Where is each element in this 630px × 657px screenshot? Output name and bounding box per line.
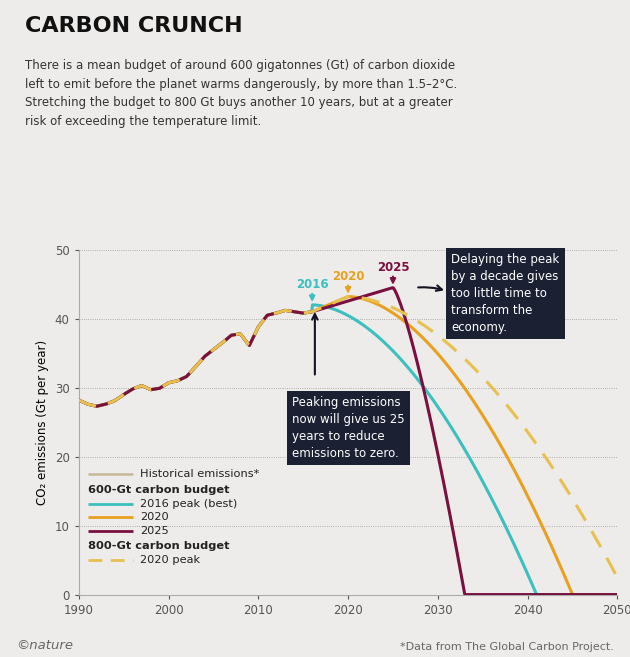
Text: Delaying the peak
by a decade gives
too little time to
transform the
economy.: Delaying the peak by a decade gives too … [451,253,559,334]
Text: 2025: 2025 [140,526,169,536]
Text: Historical emissions*: Historical emissions* [140,469,259,479]
Text: CARBON CRUNCH: CARBON CRUNCH [25,16,243,36]
Text: There is a mean budget of around 600 gigatonnes (Gt) of carbon dioxide
left to e: There is a mean budget of around 600 gig… [25,59,457,127]
Text: 2025: 2025 [377,261,410,274]
Y-axis label: CO₂ emissions (Gt per year): CO₂ emissions (Gt per year) [37,340,49,505]
Text: 2020: 2020 [140,512,169,522]
Text: Peaking emissions
now will give us 25
years to reduce
emissions to zero.: Peaking emissions now will give us 25 ye… [292,396,405,460]
Text: 600-Gt carbon budget: 600-Gt carbon budget [88,485,229,495]
Text: 2016 peak (best): 2016 peak (best) [140,499,237,509]
Text: *Data from The Global Carbon Project.: *Data from The Global Carbon Project. [401,642,614,652]
Text: 2016: 2016 [296,279,328,291]
Text: ©nature: ©nature [16,639,72,652]
Text: 2020: 2020 [332,270,364,283]
Text: 2020 peak: 2020 peak [140,555,200,565]
Text: 800-Gt carbon budget: 800-Gt carbon budget [88,541,229,551]
